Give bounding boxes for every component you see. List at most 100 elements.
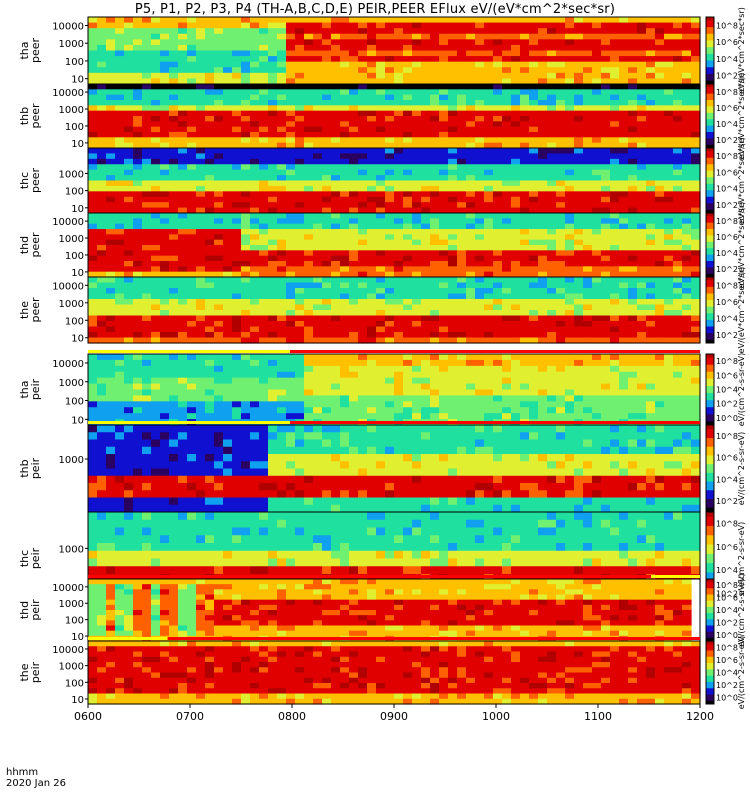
- spectrogram-cell: [430, 169, 440, 176]
- spectrogram-cell: [439, 304, 449, 311]
- spectrogram-cell: [385, 180, 395, 187]
- spectrogram-cell: [259, 22, 269, 29]
- spectrogram-cell: [115, 282, 125, 289]
- spectrogram-cell: [610, 207, 620, 214]
- spectrogram-cell: [448, 196, 458, 203]
- spectrogram-cell: [538, 299, 548, 306]
- spectrogram-cell: [313, 126, 323, 133]
- spectrogram-cell: [619, 407, 629, 414]
- spectrogram-cell: [430, 207, 440, 214]
- spectrogram-cell: [430, 148, 440, 155]
- spectrogram-cell: [628, 321, 638, 328]
- spectrogram-cell: [682, 148, 692, 155]
- spectrogram-cell: [295, 310, 305, 317]
- spectrogram-cell: [601, 234, 611, 241]
- spectrogram-cell: [133, 142, 143, 149]
- spectrogram-cell: [529, 78, 539, 85]
- spectrogram-cell: [376, 321, 386, 328]
- spectrogram-cell: [376, 28, 386, 35]
- spectrogram-cell: [466, 164, 476, 171]
- spectrogram-cell: [106, 164, 116, 171]
- spectrogram-cell: [421, 365, 431, 373]
- spectrogram-cell: [124, 185, 134, 192]
- spectrogram-cell: [232, 175, 242, 182]
- spectrogram-cell: [196, 255, 206, 262]
- spectrogram-cell: [205, 213, 215, 219]
- spectrogram-cell: [394, 78, 404, 85]
- spectrogram-cell: [142, 315, 152, 322]
- spectrogram-cell: [268, 239, 278, 246]
- spectrogram-cell: [358, 326, 368, 333]
- spectrogram-cell: [115, 250, 125, 257]
- spectrogram-cell: [475, 132, 485, 138]
- spectrogram-cell: [412, 78, 422, 85]
- spectrogram-cell: [385, 56, 395, 63]
- spectrogram-cell: [484, 61, 494, 68]
- spectrogram-cell: [331, 332, 341, 339]
- spectrogram-cell: [511, 371, 521, 379]
- spectrogram-cell: [349, 202, 359, 209]
- spectrogram-cell: [358, 28, 368, 35]
- spectrogram-cell: [349, 33, 359, 40]
- spectrogram-cell: [97, 202, 107, 209]
- spectrogram-cell: [88, 89, 98, 96]
- spectrogram-cell: [682, 293, 692, 300]
- spectrogram-cell: [205, 175, 215, 182]
- spectrogram-cell: [493, 142, 503, 149]
- spectrogram-cell: [493, 229, 503, 235]
- spectrogram-cell: [340, 207, 350, 214]
- spectrogram-cell: [178, 332, 188, 339]
- spectrogram-cell: [403, 389, 413, 397]
- spectrogram-cell: [205, 39, 215, 46]
- spectrogram-cell: [205, 89, 215, 96]
- spectrogram-cell: [223, 121, 233, 128]
- spectrogram-cell: [664, 282, 674, 289]
- spectrogram-cell: [250, 407, 260, 414]
- spectrogram-cell: [493, 100, 503, 106]
- spectrogram-cell: [502, 229, 512, 235]
- spectrogram-cell: [601, 202, 611, 209]
- spectrogram-cell: [160, 389, 170, 397]
- spectrogram-cell: [448, 354, 458, 361]
- spectrogram-cell: [232, 304, 242, 311]
- spectrogram-cell: [637, 132, 647, 138]
- spectrogram-cell: [151, 142, 161, 149]
- spectrogram-cell: [610, 282, 620, 289]
- spectrogram-cell: [115, 39, 125, 46]
- spectrogram-cell: [646, 245, 656, 251]
- spectrogram-cell: [547, 282, 557, 289]
- spectrogram-cell: [583, 304, 593, 311]
- spectrogram-cell: [601, 288, 611, 295]
- spectrogram-cell: [403, 39, 413, 46]
- spectrogram-cell: [259, 234, 269, 241]
- spectrogram-cell: [340, 271, 350, 278]
- spectrogram-cell: [331, 169, 341, 176]
- spectrogram-cell: [385, 266, 395, 273]
- spectrogram-cell: [574, 153, 584, 160]
- spectrogram-cell: [187, 271, 197, 278]
- spectrogram-cell: [205, 121, 215, 128]
- spectrogram-cell: [574, 116, 584, 122]
- spectrogram-cell: [142, 50, 152, 57]
- spectrogram-cell: [592, 293, 602, 300]
- spectrogram-cell: [628, 310, 638, 317]
- spectrogram-cell: [502, 61, 512, 68]
- spectrogram-cell: [196, 310, 206, 317]
- spectrogram-cell: [457, 78, 467, 85]
- spectrogram-cell: [538, 202, 548, 209]
- spectrogram-cell: [160, 223, 170, 230]
- spectrogram-cell: [277, 332, 287, 339]
- spectrogram-cell: [448, 326, 458, 333]
- spectrogram-cell: [232, 100, 242, 106]
- spectrogram-cell: [439, 337, 449, 344]
- spectrogram-cell: [637, 142, 647, 149]
- spectrogram-cell: [223, 94, 233, 101]
- spectrogram-cell: [367, 94, 377, 101]
- spectrogram-cell: [241, 137, 251, 144]
- spectrogram-cell: [232, 332, 242, 339]
- colorbar-tick-label: 10^4: [716, 314, 738, 323]
- spectrogram-cell: [349, 354, 359, 361]
- spectrogram-cell: [637, 175, 647, 182]
- spectrogram-cell: [565, 175, 575, 182]
- spectrogram-cell: [646, 239, 656, 246]
